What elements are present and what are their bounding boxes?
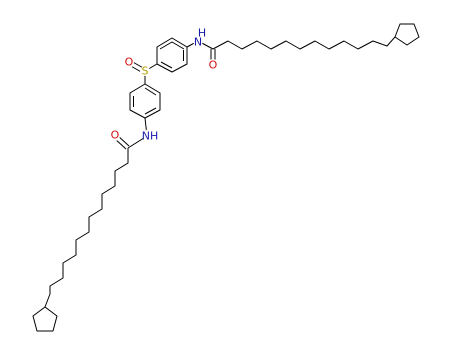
atom-label: O [111, 129, 120, 142]
lower-ring-double [144, 87, 157, 96]
lower-cyclopentane [32, 306, 58, 332]
lower-ring [129, 83, 161, 119]
upper-ring-double [159, 41, 185, 50]
atom-label: H [198, 27, 206, 40]
upper-chain [212, 36, 396, 50]
lower-ring-double [144, 107, 157, 115]
atom-label: N [194, 36, 202, 49]
bonds [32, 23, 420, 332]
atom-backgrounds [110, 36, 218, 143]
upper-ring-double [160, 61, 173, 69]
lower-chain [44, 148, 129, 308]
atom-label: NH [142, 130, 159, 143]
upper-cyclopentane [394, 23, 420, 46]
upper-ring [156, 37, 188, 73]
atom-label: O [125, 56, 134, 69]
atom-label: O [209, 59, 218, 72]
atom-label: S [142, 65, 149, 78]
